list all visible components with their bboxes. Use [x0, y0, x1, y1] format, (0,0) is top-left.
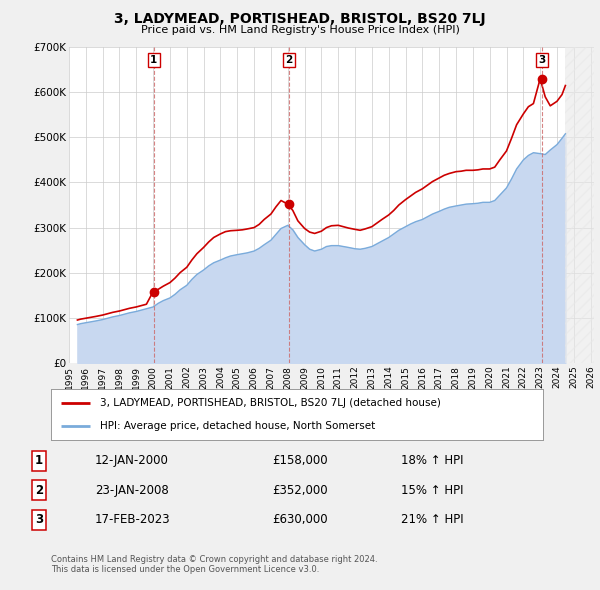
Text: 21% ↑ HPI: 21% ↑ HPI	[401, 513, 463, 526]
Text: HPI: Average price, detached house, North Somerset: HPI: Average price, detached house, Nort…	[100, 421, 376, 431]
Text: £158,000: £158,000	[272, 454, 328, 467]
Bar	[565, 47, 594, 363]
Text: 2: 2	[35, 484, 43, 497]
Text: 3: 3	[539, 55, 546, 65]
Text: Contains HM Land Registry data © Crown copyright and database right 2024.: Contains HM Land Registry data © Crown c…	[51, 555, 377, 563]
Text: £352,000: £352,000	[272, 484, 328, 497]
Text: 15% ↑ HPI: 15% ↑ HPI	[401, 484, 463, 497]
Text: This data is licensed under the Open Government Licence v3.0.: This data is licensed under the Open Gov…	[51, 565, 319, 574]
Text: 3, LADYMEAD, PORTISHEAD, BRISTOL, BS20 7LJ: 3, LADYMEAD, PORTISHEAD, BRISTOL, BS20 7…	[114, 12, 486, 26]
Text: £630,000: £630,000	[272, 513, 328, 526]
Text: 1: 1	[150, 55, 157, 65]
Text: 3: 3	[35, 513, 43, 526]
Text: 1: 1	[35, 454, 43, 467]
Text: Price paid vs. HM Land Registry's House Price Index (HPI): Price paid vs. HM Land Registry's House …	[140, 25, 460, 35]
Text: 12-JAN-2000: 12-JAN-2000	[95, 454, 169, 467]
Text: 18% ↑ HPI: 18% ↑ HPI	[401, 454, 463, 467]
Text: 23-JAN-2008: 23-JAN-2008	[95, 484, 169, 497]
Text: 2: 2	[286, 55, 293, 65]
Text: 3, LADYMEAD, PORTISHEAD, BRISTOL, BS20 7LJ (detached house): 3, LADYMEAD, PORTISHEAD, BRISTOL, BS20 7…	[100, 398, 441, 408]
Text: 17-FEB-2023: 17-FEB-2023	[94, 513, 170, 526]
